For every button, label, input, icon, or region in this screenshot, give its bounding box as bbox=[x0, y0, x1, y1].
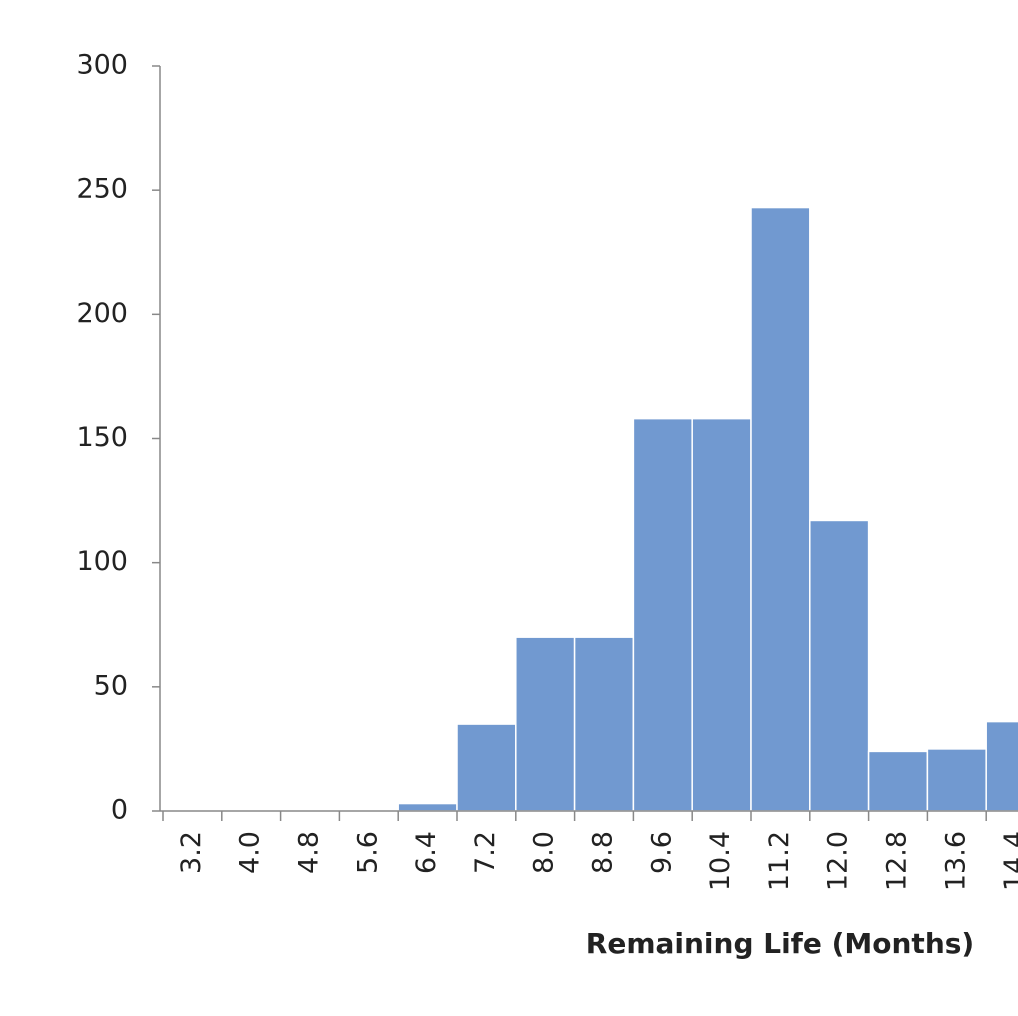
y-tick-label: 0 bbox=[111, 795, 128, 826]
bar bbox=[515, 636, 576, 812]
x-tick-label: 8.0 bbox=[529, 831, 560, 874]
x-tick-label: 10.4 bbox=[705, 831, 736, 891]
bar bbox=[867, 750, 929, 812]
x-tick-label: 12.0 bbox=[823, 831, 854, 891]
bar bbox=[632, 417, 693, 812]
y-tick-label: 50 bbox=[94, 670, 128, 701]
x-tick-label: 5.6 bbox=[352, 831, 383, 874]
bar bbox=[397, 802, 458, 812]
bar bbox=[456, 723, 517, 812]
y-tick-label: 300 bbox=[76, 50, 128, 81]
x-tick-label: 8.8 bbox=[588, 831, 619, 874]
x-tick-label: 9.6 bbox=[646, 831, 677, 874]
x-tick-label: 4.0 bbox=[235, 831, 266, 874]
x-tick-label: 11.2 bbox=[764, 831, 795, 891]
bar bbox=[985, 720, 1018, 812]
bar bbox=[691, 417, 752, 812]
x-axis-title: Remaining Life (Months) bbox=[586, 927, 974, 960]
bar bbox=[926, 748, 987, 812]
x-tick-label: 13.6 bbox=[940, 831, 971, 891]
bar bbox=[809, 519, 870, 812]
x-tick-label: 3.2 bbox=[176, 831, 207, 874]
x-tick-label: 6.4 bbox=[411, 831, 442, 874]
y-tick-label: 250 bbox=[76, 174, 128, 205]
y-tick-label: 200 bbox=[76, 298, 128, 329]
y-tick-label: 150 bbox=[76, 422, 128, 453]
x-tick-label: 14.4 bbox=[999, 831, 1018, 891]
y-tick-label: 100 bbox=[76, 546, 128, 577]
bar bbox=[573, 636, 635, 812]
x-tick-label: 4.8 bbox=[294, 831, 325, 874]
bar bbox=[750, 206, 811, 812]
x-tick-label: 7.2 bbox=[470, 831, 501, 874]
x-tick-label: 12.8 bbox=[882, 831, 913, 891]
